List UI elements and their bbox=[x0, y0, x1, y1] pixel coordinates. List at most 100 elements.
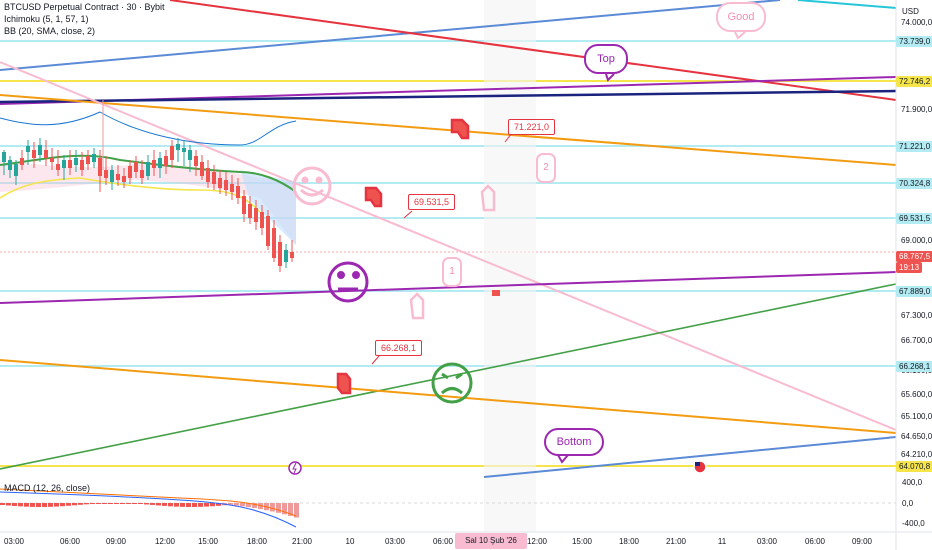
symbol-legend[interactable]: BTCUSD Perpetual Contract · 30 · Bybit bbox=[4, 2, 165, 12]
trendline-orange-upper bbox=[0, 94, 897, 166]
candle-body bbox=[164, 156, 168, 166]
macd-histogram-bar bbox=[12, 503, 17, 506]
candle-body bbox=[290, 252, 294, 258]
candle-body bbox=[50, 158, 54, 162]
bollinger-legend[interactable]: BB (20, SMA, close, 2) bbox=[4, 26, 96, 36]
kumo-blue-fill bbox=[240, 170, 296, 245]
crosshair-time-label: Sal 10 Şub '26 09:00 bbox=[455, 533, 527, 549]
lightning-glyph bbox=[292, 462, 297, 474]
candle-body bbox=[14, 164, 18, 176]
macd-histogram-bar bbox=[78, 503, 83, 505]
macd-histogram-bar bbox=[174, 503, 179, 507]
macd-histogram-bar bbox=[42, 503, 47, 507]
macd-histogram-bar bbox=[192, 503, 197, 507]
candle-body bbox=[206, 168, 210, 182]
macd-histogram-bar bbox=[282, 503, 287, 515]
macd-legend[interactable]: MACD (12, 26, close) bbox=[4, 483, 91, 493]
trendline-navy bbox=[0, 89, 897, 104]
price-callout-66268[interactable]: 66.268,1 bbox=[375, 340, 423, 356]
macd-histogram-bar bbox=[198, 503, 203, 507]
time-axis-label: 03:00 bbox=[756, 537, 778, 546]
price-callout-69531[interactable]: 69.531,5 bbox=[408, 194, 456, 210]
macd-histogram-bar bbox=[216, 503, 221, 506]
bubble-bottom-tail bbox=[557, 454, 569, 464]
macd-histogram-bar bbox=[96, 503, 101, 504]
price-tag-64070: 64.070,8 bbox=[896, 461, 932, 472]
candle-body bbox=[146, 162, 150, 176]
hand-icon-pink-2 bbox=[409, 292, 425, 320]
price-axis-label: 64.650,0 bbox=[901, 432, 932, 441]
price-tag-72746: 72.746,2 bbox=[896, 76, 932, 87]
candle-body bbox=[110, 170, 114, 182]
time-axis-label: 06:00 bbox=[59, 537, 81, 546]
price-axis-label: 67.300,0 bbox=[901, 311, 932, 320]
candle-body bbox=[122, 176, 126, 182]
price-axis-label: 69.000,0 bbox=[901, 236, 932, 245]
macd-axis-label-bottom: -400,0 bbox=[902, 519, 925, 528]
time-axis-label: 15:00 bbox=[197, 537, 219, 546]
macd-histogram-bar bbox=[0, 503, 5, 505]
bubble-good[interactable]: Good bbox=[716, 2, 766, 32]
candle-body bbox=[224, 180, 228, 190]
macd-histogram-bar bbox=[156, 503, 161, 506]
macd-histogram-bar bbox=[180, 503, 185, 507]
selected-time-column bbox=[484, 0, 536, 532]
horizontal-levels bbox=[0, 40, 896, 367]
macd-histogram-bar bbox=[102, 503, 107, 504]
callout-3-tail bbox=[371, 355, 380, 365]
bubble-two[interactable]: 2 bbox=[536, 153, 556, 183]
price-tag-71221: 71.221,0 bbox=[896, 141, 932, 152]
hand-icon-red-1 bbox=[450, 118, 470, 140]
macd-histogram-bar bbox=[276, 503, 281, 513]
candlestick-series[interactable] bbox=[2, 138, 294, 272]
face-happy-pink[interactable] bbox=[292, 166, 332, 206]
hand-pointer-icons[interactable] bbox=[336, 118, 500, 395]
bubble-top[interactable]: Top bbox=[584, 44, 628, 74]
candle-body bbox=[272, 228, 276, 258]
candle-body bbox=[260, 212, 264, 228]
macd-histogram-bar bbox=[234, 503, 239, 506]
macd-histogram-bar bbox=[246, 503, 251, 508]
time-axis-label: 09:00 bbox=[851, 537, 873, 546]
price-axis-label: 64.210,0 bbox=[901, 450, 932, 459]
candle-body bbox=[32, 150, 36, 158]
candle-body bbox=[98, 158, 102, 176]
candle-body bbox=[152, 160, 156, 168]
macd-histogram-bar bbox=[36, 503, 41, 507]
candle-body bbox=[188, 150, 192, 160]
price-tag-66268: 66.268,1 bbox=[896, 361, 932, 372]
price-axis-label: 74.000,0 bbox=[901, 18, 932, 27]
trend-lines[interactable] bbox=[0, 0, 897, 478]
candle-body bbox=[236, 186, 240, 198]
candle-body bbox=[8, 160, 12, 170]
face-angry-green[interactable] bbox=[431, 362, 473, 404]
candle-body bbox=[284, 250, 288, 262]
candle-body bbox=[140, 170, 144, 178]
macd-histogram-bar bbox=[204, 503, 209, 507]
trendline-blue-lower bbox=[483, 436, 897, 478]
time-axis-label: 12:00 bbox=[154, 537, 176, 546]
candle-body bbox=[158, 158, 162, 168]
macd-histogram-bar bbox=[132, 503, 137, 504]
price-callout-71221[interactable]: 71.221,0 bbox=[508, 119, 556, 135]
bubble-bottom[interactable]: Bottom bbox=[544, 428, 604, 456]
candle-body bbox=[176, 144, 180, 150]
price-tag-70324: 70.324,8 bbox=[896, 178, 932, 189]
macd-histogram-bar bbox=[288, 503, 293, 516]
candle-body bbox=[170, 146, 174, 160]
price-axis-label: 65.600,0 bbox=[901, 390, 932, 399]
macd-histogram-bar bbox=[252, 503, 257, 509]
candle-body bbox=[134, 162, 138, 172]
candle-body bbox=[26, 146, 30, 152]
macd-histogram-bar bbox=[228, 503, 233, 505]
ichimoku-legend[interactable]: Ichimoku (5, 1, 57, 1) bbox=[4, 14, 89, 24]
bubble-one[interactable]: 1 bbox=[442, 257, 462, 287]
time-axis-label: 10 bbox=[345, 537, 355, 546]
macd-histogram-bar bbox=[186, 503, 191, 507]
macd-line bbox=[0, 491, 297, 528]
lightning-event-icon[interactable] bbox=[288, 461, 302, 475]
callout-2-tail bbox=[403, 210, 413, 219]
macd-histogram-bar bbox=[24, 503, 29, 507]
face-neutral-purple[interactable] bbox=[327, 261, 369, 303]
